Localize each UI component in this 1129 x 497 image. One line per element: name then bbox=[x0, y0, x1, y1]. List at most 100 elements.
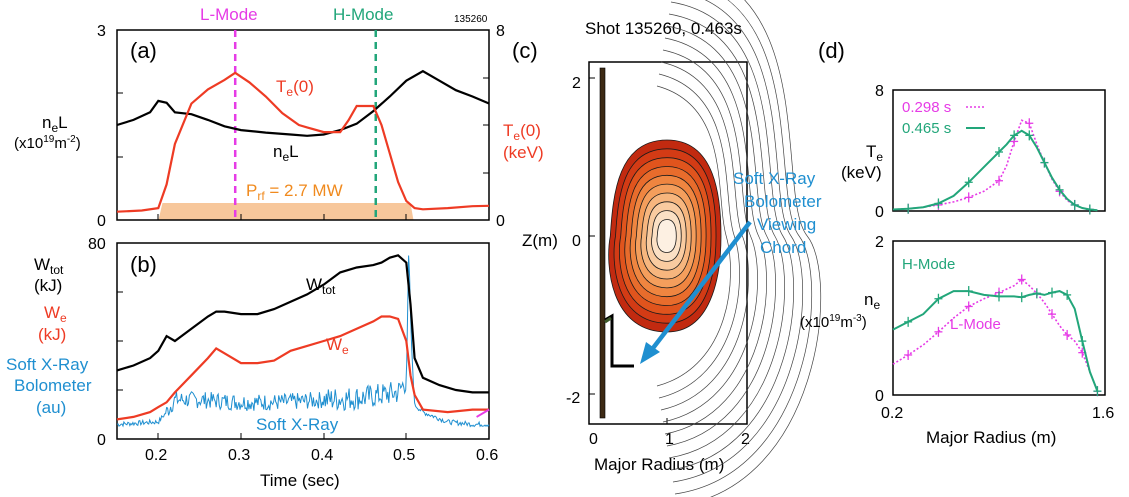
soft-xray-line bbox=[116, 255, 490, 428]
rf-power-shape bbox=[158, 203, 414, 220]
b-x-ticks: 0.2 0.3 0.4 0.5 0.6 bbox=[145, 447, 498, 464]
wtot-axis-label: Wtot bbox=[34, 255, 64, 277]
ne-profiles bbox=[892, 274, 1102, 397]
profile-solid bbox=[892, 290, 1099, 392]
flux-line bbox=[660, 61, 749, 411]
d-hmode-label: H-Mode bbox=[902, 256, 955, 273]
flux-line bbox=[670, 1, 795, 471]
b-xtick: 0.5 bbox=[393, 447, 415, 464]
c-ylabel: Z(m) bbox=[522, 231, 558, 250]
b-xtick: 0.4 bbox=[311, 447, 333, 464]
c-x-ticks: 0 1 2 bbox=[589, 431, 750, 448]
a-yright-top: 8 bbox=[496, 23, 505, 40]
d-te-axis-units: (keV) bbox=[841, 163, 882, 182]
flux-line bbox=[668, 13, 785, 459]
b-xlabel: Time (sec) bbox=[260, 471, 340, 490]
nel-axis-units: (x1019m-2) bbox=[14, 134, 81, 152]
magenta-tail bbox=[476, 408, 490, 418]
flux-contour bbox=[656, 219, 677, 253]
divertor-plate bbox=[604, 313, 634, 368]
panel-d: (d) 8 0 2 0 Te (keV) ne (x1019m-3) 0.298… bbox=[800, 38, 1114, 447]
chord-label: Soft X-Ray Bolometer Viewing Chord bbox=[733, 169, 822, 257]
panel-c-label: (c) bbox=[512, 38, 538, 63]
a-yleft-bot: 0 bbox=[97, 213, 106, 230]
panel-a: (a) L-Mode H-Mode 135260 3 0 8 0 neL (x1… bbox=[14, 5, 544, 230]
panel-d-top-frame bbox=[892, 89, 1106, 212]
profile-solid bbox=[892, 129, 1098, 212]
viewing-chord bbox=[648, 220, 752, 354]
c-xtick: 1 bbox=[665, 431, 674, 448]
chord-label-1: Soft X-Ray bbox=[733, 169, 816, 188]
sxr-curve-label: Soft X-Ray bbox=[256, 415, 339, 434]
mode-lines bbox=[233, 30, 377, 220]
rf-power-band bbox=[158, 203, 414, 220]
b-xtick: 0.2 bbox=[145, 447, 167, 464]
wtot-curve-label: Wtot bbox=[306, 275, 336, 297]
chord-label-3: Viewing bbox=[757, 215, 816, 234]
panel-c: (c) Shot 135260, 0.463s Z(m) 2 0 -2 0 1 … bbox=[512, 0, 822, 497]
we-axis-label: We bbox=[44, 303, 67, 325]
legend-0298: 0.298 s bbox=[902, 99, 951, 116]
wtot-line bbox=[116, 254, 489, 394]
d-xtick-right: 1.6 bbox=[1092, 405, 1114, 422]
flux-line bbox=[658, 73, 740, 399]
panel-d-label: (d) bbox=[818, 38, 845, 63]
te-axis-label: Te(0) bbox=[503, 121, 541, 143]
c-ytick: -2 bbox=[566, 390, 580, 407]
d-te-bot: 0 bbox=[875, 204, 884, 221]
panel-b: (b) 80 0 0.2 0.3 0.4 0.5 0.6 Time (sec) … bbox=[6, 236, 498, 490]
d-xtick-left: 0.2 bbox=[881, 405, 903, 422]
sxr-axis-label-2: Bolometer bbox=[14, 376, 92, 395]
we-line bbox=[116, 315, 489, 421]
d-te-top: 8 bbox=[875, 83, 884, 100]
we-axis-units: (kJ) bbox=[38, 325, 66, 344]
profile-dotted bbox=[892, 278, 1099, 392]
panel-a-ticks bbox=[117, 77, 489, 220]
flux-line bbox=[666, 25, 776, 447]
panel-a-series bbox=[116, 69, 490, 213]
nel-axis-label: neL bbox=[42, 113, 68, 135]
d-ne-axis-label: ne bbox=[864, 290, 880, 312]
b-y-top: 80 bbox=[88, 236, 106, 253]
we-curve-label: We bbox=[326, 335, 349, 357]
center-post bbox=[599, 67, 606, 419]
chord-label-4: Chord bbox=[760, 238, 806, 257]
b-xtick: 0.3 bbox=[228, 447, 250, 464]
sxr-axis-label-1: Soft X-Ray bbox=[6, 355, 89, 374]
prf-label: Prf = 2.7 MW bbox=[246, 181, 343, 203]
flux-line bbox=[662, 49, 758, 423]
panel-b-label: (b) bbox=[130, 252, 157, 277]
panel-c-title: Shot 135260, 0.463s bbox=[585, 19, 742, 38]
d-ne-bot: 0 bbox=[875, 388, 884, 405]
wtot-axis-units: (kJ) bbox=[34, 276, 62, 295]
hmode-label: H-Mode bbox=[333, 5, 393, 24]
d-xlabel: Major Radius (m) bbox=[926, 428, 1056, 447]
panel-b-ticks bbox=[117, 291, 407, 439]
panel-b-series bbox=[116, 254, 490, 428]
divertor-tile bbox=[604, 316, 612, 324]
d-te-axis-label: Te bbox=[866, 142, 883, 164]
c-xtick: 0 bbox=[589, 431, 598, 448]
legend-0465: 0.465 s bbox=[902, 120, 951, 137]
flux-line bbox=[709, 0, 822, 497]
c-xlabel: Major Radius (m) bbox=[594, 455, 724, 474]
b-xtick: 0.6 bbox=[476, 447, 498, 464]
c-xtick: 2 bbox=[741, 431, 750, 448]
te-axis-units: (keV) bbox=[503, 143, 544, 162]
viewing-chord-arrowhead bbox=[640, 342, 660, 364]
sxr-axis-label-3: (au) bbox=[36, 398, 66, 417]
c-ytick: 0 bbox=[572, 233, 581, 250]
c-ytick: 2 bbox=[572, 75, 581, 92]
panel-c-frame bbox=[588, 61, 748, 425]
nel-curve-label: neL bbox=[273, 142, 299, 164]
flux-line bbox=[672, 0, 804, 483]
shot-number: 135260 bbox=[454, 14, 488, 25]
d-ne-axis-units: (x1019m-3) bbox=[800, 313, 867, 331]
nel-line bbox=[116, 69, 490, 137]
b-y-bot: 0 bbox=[97, 432, 106, 449]
a-yright-bot: 0 bbox=[496, 213, 505, 230]
d-legend: 0.298 s 0.465 s bbox=[902, 99, 985, 137]
d-ne-top: 2 bbox=[875, 234, 884, 251]
te-profiles bbox=[892, 118, 1098, 215]
